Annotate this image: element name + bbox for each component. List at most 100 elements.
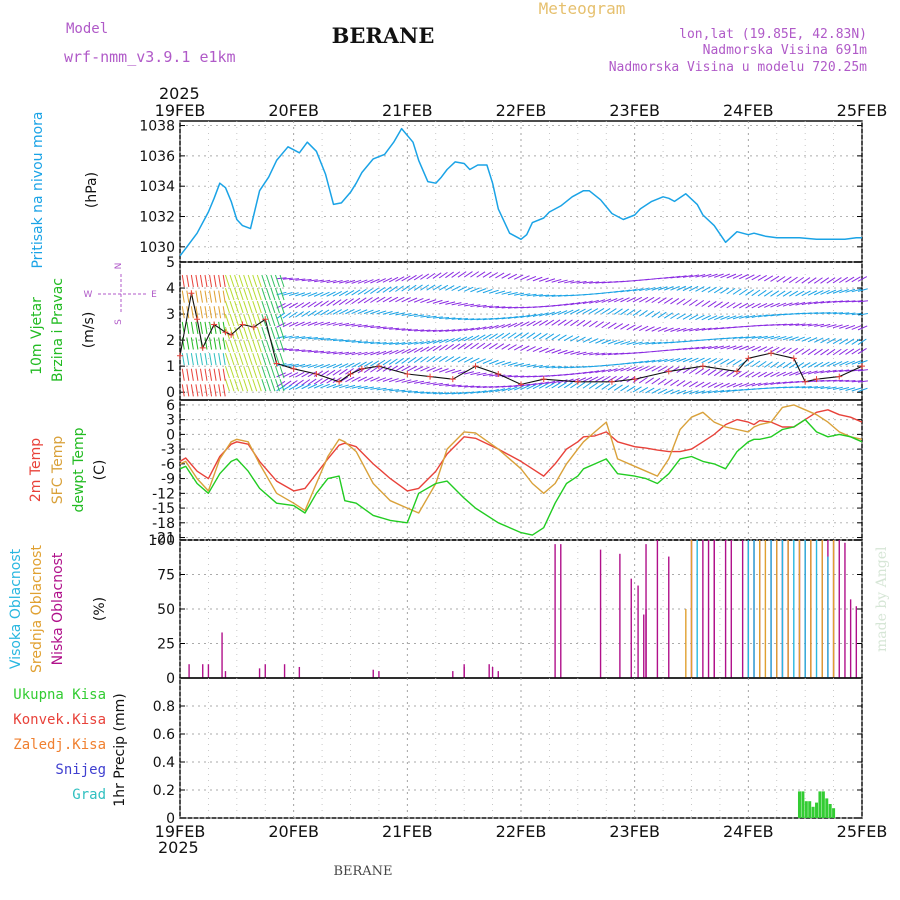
wind-arrow [707,300,717,308]
wind-arrow [295,384,305,390]
wind-arrow [507,375,518,378]
wind-arrow [234,365,240,379]
wind-arrow [275,365,280,379]
wind-arrow [252,352,258,366]
wind-arrow [395,357,404,365]
wind-arrow [857,325,868,331]
wind-arrow [224,287,230,301]
wind-arrow [224,300,230,314]
wind-arrow [181,368,185,381]
wind-arrow [838,348,848,356]
wind-arrow [720,273,730,279]
x-tick-label-top: 24FEB [723,101,774,120]
wind-arrow [501,343,511,350]
wind-arrow [363,376,374,382]
wind-arrow [707,327,718,331]
wind-arrow [807,362,817,368]
wind-arrow [190,306,194,319]
wind-arrow [607,352,618,356]
wind-arrow [222,274,226,288]
wind-arrow [190,353,194,366]
wind-arrow [224,339,230,353]
precip-bar [828,804,832,818]
wind-arrow [218,384,222,397]
wind-arrow [495,290,506,295]
watermark: made by Angel [874,546,890,652]
wind-arrow [682,274,693,278]
wind-arrow [426,329,437,332]
wind-arrow [401,341,412,346]
wind-arrow [814,290,824,296]
wind-arrow [457,286,468,292]
wind-arrow [720,315,731,320]
wind-arrow [545,294,556,297]
wind-arrow [701,286,711,293]
wind-arrow [557,379,568,384]
wind-arrow [726,315,737,320]
wind-arrow [763,290,773,297]
wind-arrow [526,332,536,339]
wind-arrow [638,376,648,384]
wind-arrow [270,379,276,392]
wind-arrow [224,352,230,366]
y-tick-label: 0 [166,671,175,687]
wind-arrow [507,322,518,328]
wind-arrow [445,285,455,291]
wind-arrow [213,353,217,366]
wind-arrow [351,362,361,368]
wind-arrow [839,386,850,391]
wind-arrow [507,384,518,388]
wind-arrow [270,300,276,314]
wind-arrow [438,344,448,351]
wind-arrow [714,327,725,330]
precip-bar [804,801,808,818]
wind-arrow [751,289,761,297]
wind-arrow [820,323,831,328]
wind-arrow [507,386,518,392]
wind-arrow [345,368,354,375]
wind-speed-marker [790,355,797,362]
wind-arrow [288,292,299,297]
wind-arrow [826,361,836,367]
y-tick-label: 25 [157,637,175,653]
wind-arrow [601,375,611,382]
y-tick-label: -15 [152,501,175,517]
wind-arrow [482,359,493,364]
wind-arrow [782,362,792,369]
wind-arrow [338,290,349,297]
wind-arrow [789,302,799,307]
wind-arrow [339,351,350,355]
wind-arrow [256,274,262,288]
wind-arrow [256,287,262,301]
wind-speed-marker [228,331,235,338]
wind-arrow [401,365,411,372]
wind-speed-marker [836,373,843,380]
wind-arrow [357,279,368,284]
wind-arrow [651,311,661,318]
wind-arrow [445,368,456,374]
wind-arrow [645,287,656,291]
wind-arrow [265,274,271,288]
wind-arrow [420,315,431,318]
x-tick-label-bottom: 20FEB [268,822,319,841]
wind-arrow [364,341,375,344]
wind-arrow [476,385,487,388]
wind-speed-marker [239,321,246,328]
wind-arrow [557,303,568,307]
y-tick-label: 0 [166,385,175,401]
wind-arrow [820,277,830,284]
wind-arrow [826,369,837,373]
wind-arrow [351,297,361,305]
wind-speed-marker [802,378,809,385]
wind-arrow [407,297,418,303]
wind-arrow [234,326,240,340]
precip-bar [821,791,825,818]
wind-arrow [307,279,318,282]
wind-arrow [243,274,249,288]
wind-arrow [495,332,505,340]
wind-arrow [243,326,249,340]
wind-arrow [739,382,749,388]
wind-arrow [209,306,213,319]
temp-unit: (C) [92,460,108,481]
compass-w: W [84,290,93,300]
